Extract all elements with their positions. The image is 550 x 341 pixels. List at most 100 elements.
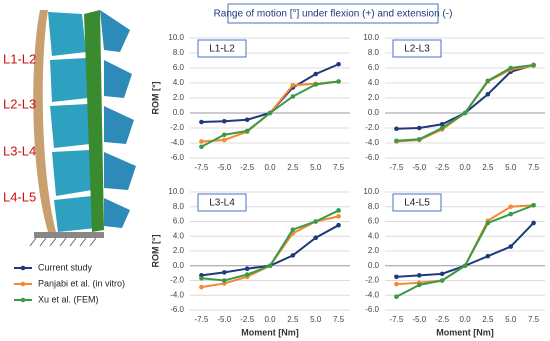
point: [244, 266, 250, 272]
point: [394, 281, 399, 287]
y-tick-label: 6.0: [173, 63, 185, 72]
y-tick-label: 2.0: [368, 93, 380, 102]
point: [531, 220, 536, 226]
point: [439, 125, 445, 131]
point: [416, 273, 422, 278]
x-tick-label: 2.5: [287, 315, 299, 324]
point: [485, 253, 491, 259]
vertebra: [50, 58, 88, 102]
point: [394, 138, 399, 144]
panel-title: L4-L5: [404, 198, 430, 209]
point: [199, 275, 204, 281]
y-tick-label: -2.0: [365, 123, 379, 132]
point: [462, 110, 468, 116]
series-line: [396, 64, 534, 143]
segment-label: L1-L2: [3, 51, 36, 66]
series-line: [396, 222, 535, 278]
x-tick-label: -5.0: [217, 163, 231, 172]
x-tick-label: -5.0: [217, 315, 231, 324]
point: [439, 121, 445, 127]
segment-label: L2-L3: [3, 96, 36, 111]
point: [508, 65, 514, 71]
title-box: [227, 3, 439, 24]
legend-marker: [20, 297, 26, 303]
point: [199, 144, 204, 150]
point: [267, 263, 273, 269]
point: [244, 117, 250, 123]
x-tick-label: -7.5: [390, 315, 404, 324]
legend-marker: [20, 281, 26, 287]
x-tick-label: 7.5: [333, 315, 345, 324]
segment-label: L4-L5: [3, 189, 36, 204]
panel-title-box: [197, 39, 247, 58]
y-tick-label: 10.0: [168, 33, 184, 42]
point: [313, 71, 319, 77]
legend-label: Current study: [38, 262, 93, 272]
x-axis-label: Moment [Nm]: [436, 327, 494, 337]
point: [244, 128, 250, 134]
point: [531, 202, 536, 208]
point: [221, 118, 227, 124]
y-tick-label: 4.0: [368, 231, 380, 240]
point: [290, 253, 296, 258]
y-tick-label: 2.0: [173, 246, 185, 255]
point: [267, 110, 273, 116]
y-tick-label: -2.0: [170, 276, 184, 285]
y-tick-label: 8.0: [368, 202, 380, 211]
panel-title-box: [392, 193, 442, 212]
vertebra: [52, 150, 92, 196]
x-tick-label: 2.5: [482, 315, 494, 324]
x-tick-label: -2.5: [435, 163, 449, 172]
y-tick-label: 0.0: [368, 261, 380, 270]
y-axis-label: ROM [°]: [150, 81, 160, 114]
point: [394, 126, 399, 132]
x-tick-label: 5.0: [310, 163, 322, 172]
spine-model: [29, 10, 136, 247]
y-tick-label: -2.0: [170, 123, 184, 132]
y-tick-label: 4.0: [173, 231, 185, 240]
point: [508, 211, 514, 217]
point: [290, 94, 296, 99]
x-tick-label: -2.5: [435, 315, 449, 324]
point: [290, 227, 296, 232]
y-tick-label: 6.0: [368, 217, 380, 226]
point: [199, 284, 204, 290]
point: [416, 282, 422, 288]
x-tick-label: -7.5: [195, 163, 209, 172]
x-tick-label: -7.5: [390, 163, 404, 172]
point: [290, 82, 296, 88]
point: [336, 208, 341, 213]
y-tick-label: 4.0: [173, 78, 185, 87]
y-tick-label: 8.0: [173, 202, 185, 211]
y-tick-label: 6.0: [173, 217, 185, 226]
y-tick-label: -4.0: [365, 138, 379, 147]
processes: [100, 10, 136, 228]
point: [221, 137, 227, 143]
point: [485, 91, 491, 97]
legend-marker: [20, 265, 26, 271]
panel-title: L3-L4: [209, 198, 235, 209]
point: [439, 278, 445, 283]
y-axis-label: ROM [°]: [150, 234, 160, 267]
y-tick-label: 10.0: [168, 187, 184, 196]
series-line: [201, 209, 340, 282]
x-tick-label: 7.5: [333, 163, 345, 172]
point: [199, 119, 204, 125]
y-tick-label: -4.0: [170, 138, 184, 147]
series-line: [201, 215, 339, 289]
point: [336, 79, 341, 84]
y-tick-label: -6.0: [170, 153, 184, 162]
x-tick-label: 5.0: [505, 163, 517, 172]
y-tick-label: 2.0: [368, 246, 380, 255]
vertebra: [48, 12, 86, 56]
point: [485, 220, 491, 226]
point: [336, 214, 341, 219]
y-tick-label: 6.0: [368, 63, 380, 72]
x-tick-label: -2.5: [240, 315, 254, 324]
vertebra: [50, 104, 90, 148]
legend-label: Panjabi et al. (in vitro): [38, 278, 125, 288]
legend-label: Xu et al. (FEM): [38, 294, 99, 304]
y-tick-label: 10.0: [363, 33, 379, 42]
panel-title: L2-L3: [404, 44, 430, 55]
